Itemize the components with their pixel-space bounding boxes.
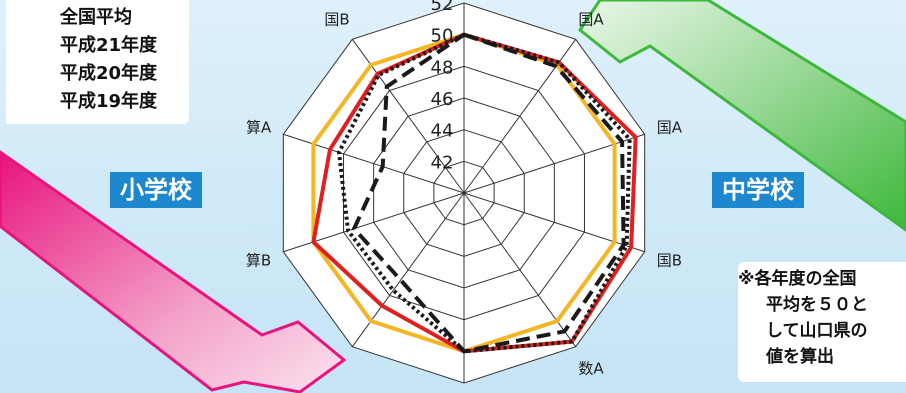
tick-label: 52 [431,0,454,15]
axis-label: 国B [324,10,349,28]
legend-item: 平成21年度 [14,34,189,58]
footnote-line: ※各年度の全国 [738,269,857,289]
axis-label: 数A [578,360,604,378]
footnote-box: ※各年度の全国 平均を５０と して山口県の 値を算出 [738,262,906,382]
footnote-line: 平均を５０と [766,295,868,315]
legend-item: 平成20年度 [14,62,189,86]
legend-label: 平成21年度 [60,35,158,56]
legend-label: 平成20年度 [60,63,158,84]
tick-label: 48 [431,57,454,78]
tick-label: 46 [431,89,454,110]
radar-series [311,32,638,354]
axis-label: 算A [246,118,272,136]
radar-labels: 42 44 46 48 50 52 国A 国A 国B 数A 算B 算A 国B [246,0,683,378]
axis-label: 国A [578,10,604,28]
tick-label: 44 [431,121,454,142]
axis-label: 国A [657,118,683,136]
legend-label: 平成19年度 [60,91,158,112]
junior-high-school-label: 中学校 [712,172,804,208]
elementary-school-label: 小学校 [110,172,202,208]
legend-label: 全国平均 [60,7,132,28]
series-line [336,32,632,354]
tick-label: 42 [431,152,454,173]
tick-label: 50 [431,26,454,47]
right-green-arrow [577,0,906,232]
chart-legend: 全国平均 平成21年度 平成20年度 平成19年度 [6,0,189,124]
radar-grid [282,2,646,384]
footnote-line: 値を算出 [766,347,834,367]
left-pink-arrow [0,150,347,393]
axis-label: 算B [246,252,271,270]
axis-label: 国B [657,252,682,270]
legend-item: 全国平均 [14,6,189,30]
footnote-line: して山口県の [766,321,868,341]
legend-item: 平成19年度 [14,90,189,114]
